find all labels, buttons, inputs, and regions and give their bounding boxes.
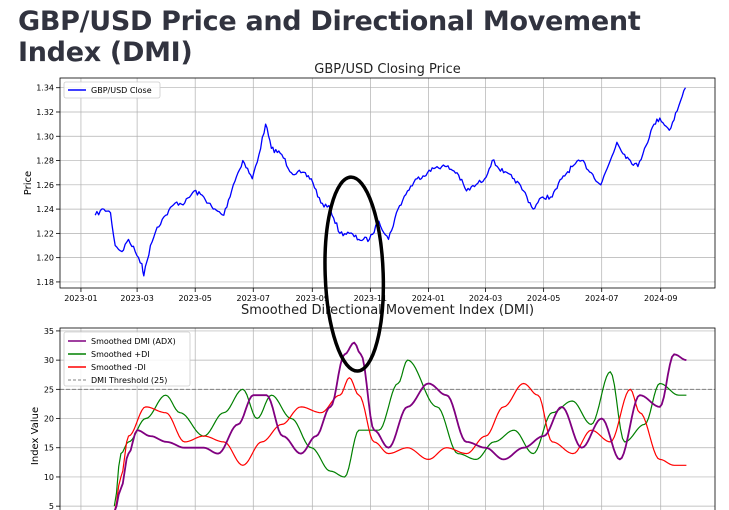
price-y-tick-label: 1.32 [36, 108, 54, 117]
dmi-legend-label-minus-di: Smoothed -DI [91, 363, 146, 372]
page-title: GBP/USD Price and Directional Movement I… [18, 6, 641, 68]
price-plot: GBP/USD Closing Price 2023-01 2023-03 2023… [23, 62, 716, 303]
price-lines [94, 87, 687, 277]
price-x-tick-label: 2023-05 [178, 294, 211, 303]
dmi-ticks: 5 10 15 20 25 30 35 [44, 327, 60, 510]
price-y-tick-label: 1.22 [36, 229, 54, 238]
dmi-y-tick-label: 30 [44, 356, 54, 365]
price-y-tick-label: 1.30 [36, 132, 54, 141]
dmi-legend-label-adx: Smoothed DMI (ADX) [91, 337, 176, 346]
dmi-lines [60, 341, 715, 510]
price-plot-frame [59, 77, 716, 289]
dmi-legend-box [63, 331, 191, 387]
price-grid [60, 78, 715, 288]
dmi-y-tick-label: 5 [49, 502, 54, 510]
dmi-chart-title: Smoothed Directional Movement Index (DMI… [241, 303, 534, 318]
price-x-tick-label: 2023-01 [64, 294, 97, 303]
price-x-tick-label: 2024-09 [644, 294, 677, 303]
dmi-series-adx [114, 341, 687, 510]
highlight-ellipse [323, 175, 386, 373]
price-ticks: 2023-01 2023-03 2023-05 2023-07 2023-09 2023-… [36, 84, 677, 303]
dmi-legend-label-threshold: DMI Threshold (25) [91, 376, 167, 385]
price-legend-box [63, 81, 161, 99]
dmi-plot-frame [59, 327, 716, 510]
price-x-tick-label: 2023-07 [237, 294, 270, 303]
price-chart-title: GBP/USD Closing Price [314, 62, 461, 77]
dmi-legend: Smoothed DMI (ADX) Smoothed +DI Smoothed… [63, 331, 191, 387]
price-x-tick-label: 2023-11 [354, 294, 387, 303]
dmi-legend-label-plus-di: Smoothed +DI [91, 350, 150, 359]
dmi-y-axis-label: Index Value [30, 407, 41, 465]
price-x-tick-label: 2024-07 [585, 294, 618, 303]
price-series-line [94, 87, 687, 277]
price-y-tick-label: 1.20 [36, 254, 54, 263]
price-x-tick-label: 2024-05 [527, 294, 560, 303]
dmi-y-tick-label: 35 [44, 327, 54, 336]
price-y-tick-label: 1.24 [36, 205, 54, 214]
dmi-plot: 5 10 15 20 25 30 35 Index Value Smoothed DMI (… [30, 303, 716, 510]
dmi-series-minus-di [114, 377, 687, 510]
price-y-tick-label: 1.34 [36, 84, 54, 93]
price-x-tick-label: 2023-03 [120, 294, 153, 303]
dmi-series-plus-di [113, 359, 687, 507]
price-y-tick-label: 1.18 [36, 278, 54, 287]
price-x-tick-label: 2024-01 [412, 294, 445, 303]
price-legend: GBP/USD Close [63, 81, 161, 99]
price-y-axis-label: Price [23, 171, 34, 195]
price-x-tick-label: 2023-09 [296, 294, 329, 303]
dmi-y-tick-label: 25 [44, 385, 54, 394]
price-x-tick-label: 2024-03 [469, 294, 502, 303]
price-legend-label: GBP/USD Close [91, 86, 152, 95]
price-y-tick-label: 1.26 [36, 181, 54, 190]
dmi-y-tick-label: 10 [44, 473, 54, 482]
dmi-y-tick-label: 15 [44, 444, 54, 453]
price-y-tick-label: 1.28 [36, 157, 54, 166]
dmi-y-tick-label: 20 [44, 415, 54, 424]
